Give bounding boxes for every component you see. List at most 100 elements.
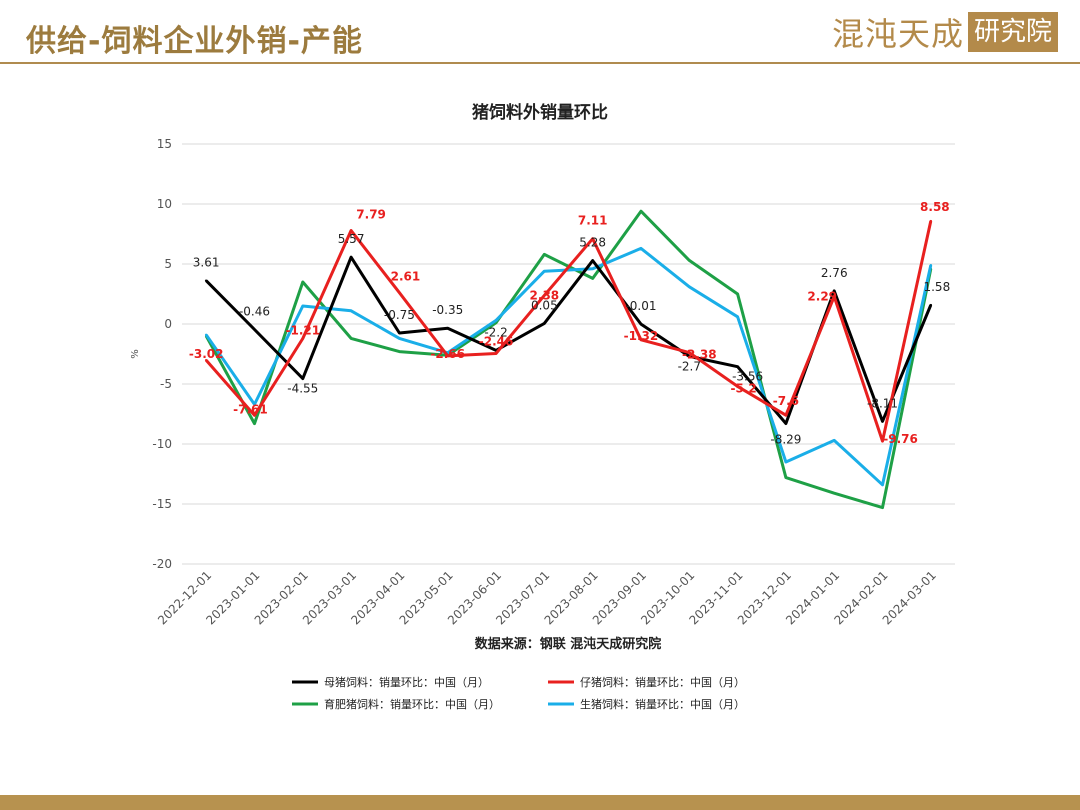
data-point — [688, 259, 691, 262]
data-point — [736, 385, 739, 388]
data-point — [301, 337, 304, 340]
data-label: 1.58 — [923, 280, 950, 294]
data-label: -0.35 — [432, 303, 463, 317]
header-rule — [0, 62, 1080, 64]
y-tick-label: -5 — [160, 377, 172, 391]
data-label: -0.75 — [384, 308, 415, 322]
y-tick-label: 10 — [157, 197, 172, 211]
y-axis-label: % — [130, 349, 141, 359]
series-line — [205, 255, 933, 425]
data-point — [349, 337, 353, 340]
data-label: -1.21 — [285, 324, 320, 338]
legend-entry: 仔猪饲料：销量环比：中国（月） — [580, 675, 745, 689]
data-point — [253, 328, 256, 331]
data-point — [639, 247, 643, 250]
data-label: -8.29 — [770, 432, 801, 446]
data-point — [591, 267, 594, 270]
data-point — [349, 309, 353, 312]
data-label: 7.79 — [356, 208, 386, 222]
y-tick-label: -15 — [152, 497, 172, 511]
data-point — [688, 355, 691, 358]
data-point — [204, 279, 208, 282]
data-label: 2.61 — [391, 270, 421, 284]
data-point — [494, 319, 498, 322]
legend: 母猪饲料：销量环比：中国（月） 仔猪饲料：销量环比：中国（月） 育肥猪饲料：销量环比… — [292, 675, 745, 711]
data-label: -2.46 — [479, 335, 514, 349]
series-lines — [204, 209, 933, 510]
data-point — [591, 237, 594, 240]
data-label: -2.7 — [678, 359, 701, 373]
footer-bar — [0, 795, 1080, 810]
data-label: -8.11 — [867, 396, 898, 410]
data-point — [349, 229, 353, 232]
data-point — [833, 289, 836, 293]
data-label: -9.76 — [883, 432, 918, 446]
y-tick-label: 15 — [157, 137, 172, 151]
data-point — [784, 460, 788, 464]
data-point — [784, 422, 788, 425]
data-point — [301, 377, 304, 380]
data-point — [881, 506, 884, 509]
data-point — [929, 264, 933, 267]
data-point — [398, 331, 401, 335]
data-label: 5.28 — [579, 236, 606, 250]
data-point — [784, 476, 788, 479]
data-point — [204, 333, 208, 336]
data-label: -0.01 — [625, 299, 656, 313]
data-label: -0.46 — [239, 305, 270, 319]
data-label: -5.2 — [730, 381, 756, 395]
data-point — [591, 259, 594, 262]
header: 供给-饲料企业外销-产能 混沌天成 研究院 — [0, 0, 1080, 64]
data-label: -2.2 — [484, 325, 507, 339]
data-label: -2.66 — [430, 347, 465, 361]
data-label: -2.38 — [682, 348, 717, 362]
data-point — [591, 277, 594, 280]
data-point — [736, 315, 739, 318]
data-point — [736, 292, 739, 296]
y-tick-label: -20 — [152, 557, 172, 571]
data-point — [398, 350, 401, 353]
data-label: -7.6 — [773, 394, 799, 408]
data-point — [446, 354, 449, 358]
data-label: -3.56 — [732, 370, 763, 384]
data-label: 3.61 — [193, 256, 220, 270]
data-labels: 3.61 -0.46 -4.55 5.57 -0.75 -0.35 -2.2 0.05 5.28… — [189, 200, 950, 446]
data-point — [253, 414, 256, 417]
legend-entry: 育肥猪饲料：销量环比：中国（月） — [324, 697, 500, 711]
data-point — [301, 304, 304, 308]
data-point — [929, 219, 933, 223]
data-label: 5.57 — [338, 232, 365, 246]
data-point — [494, 352, 498, 355]
data-point — [833, 492, 836, 495]
data-point — [253, 403, 256, 406]
data-label: -3.02 — [189, 347, 224, 361]
data-point — [204, 359, 208, 362]
data-point — [881, 420, 884, 423]
y-axis: 15 10 5 0 -5 -10 -15 -20 — [152, 137, 172, 571]
data-point — [543, 294, 546, 297]
data-label: -7.61 — [233, 402, 268, 416]
series-line — [205, 220, 933, 443]
data-point — [881, 483, 884, 486]
legend-entry: 生猪饲料：销量环比：中国（月） — [580, 697, 745, 711]
data-label: -4.55 — [287, 382, 318, 396]
data-point — [736, 365, 739, 368]
x-axis: 2022-12-012023-01-012023-02-012023-03-01… — [155, 568, 939, 627]
page-title: 供给-饲料企业外销-产能 — [26, 24, 363, 59]
data-point — [688, 351, 691, 354]
data-point — [784, 414, 788, 417]
data-point — [543, 253, 546, 256]
data-point — [833, 439, 836, 442]
data-point — [398, 291, 401, 294]
data-point — [639, 322, 643, 326]
data-point — [688, 285, 691, 288]
data-point — [543, 270, 546, 273]
logo-box: 研究院 — [967, 12, 1058, 52]
data-label: -1.32 — [624, 329, 659, 343]
data-label: 2.38 — [530, 288, 560, 302]
data-point — [446, 327, 449, 330]
data-point — [639, 210, 643, 213]
data-point — [833, 295, 836, 298]
data-point — [929, 303, 933, 307]
series-line — [204, 209, 933, 510]
